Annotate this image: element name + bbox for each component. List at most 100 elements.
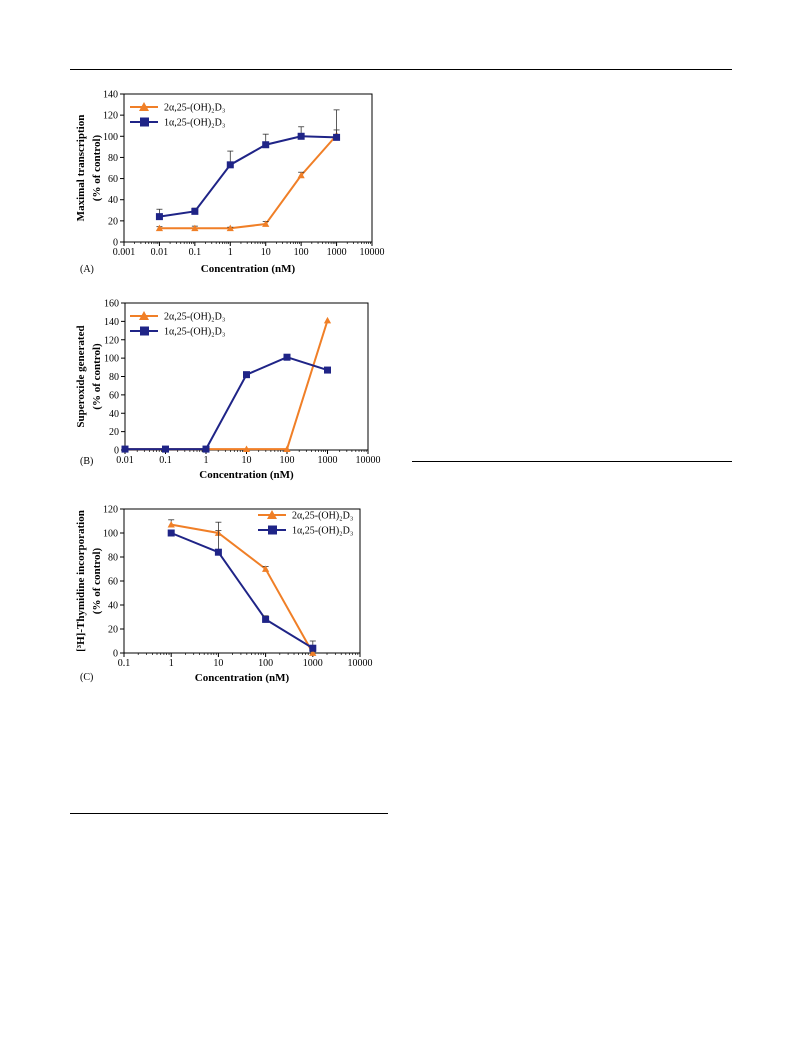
chart-c-x-tick-label: 0.1: [118, 658, 131, 669]
chart-c-y-tick-label: 100: [103, 529, 118, 540]
chart-b-y-axis-sublabel: (% of control): [91, 343, 103, 410]
chart-c-y-tick-label: 60: [108, 577, 118, 588]
chart-b-y-tick-label: 80: [109, 372, 119, 383]
chart-b-series-1-line: [125, 356, 328, 451]
chart-b-x-tick-label: 10: [242, 455, 252, 466]
chart-a-legend-label: 1α,25-(OH)₂D₃: [164, 118, 225, 129]
chart-a-x-tick-label: 0.1: [189, 247, 202, 258]
chart-b-x-tick-label: 0.1: [159, 455, 172, 466]
chart-b-x-tick-label: 0.01: [116, 455, 134, 466]
chart-a-series-1-point: [191, 207, 199, 215]
chart-c-series-0-point: [167, 521, 175, 528]
chart-b-y-tick-label: 120: [104, 335, 119, 346]
chart-b-series-1-point: [202, 445, 210, 453]
chart-b-y-tick-label: 160: [104, 299, 119, 310]
chart-a-y-axis-label: Maximal transcription: [75, 115, 87, 222]
chart-c-legend-label: 1α,25-(OH)₂D₃: [292, 526, 353, 537]
chart-b-series-0-point: [323, 316, 332, 324]
chart-a-legend-marker: [140, 117, 149, 127]
chart-b-y-axis-label: Superoxide generated: [75, 325, 87, 427]
chart-a-series-0-point: [191, 224, 199, 232]
chart-b-y-tick-label: 100: [104, 354, 119, 365]
chart-a-y-tick-label: 120: [103, 111, 118, 122]
chart-a-y-tick-label: 80: [108, 153, 118, 164]
chart-b-y-tick-label: 40: [109, 409, 119, 420]
chart-b-y-tick-label: 140: [104, 317, 119, 328]
chart-a: 0 20 40 60 80 100 120 140 0.001 0.01 0.1 1 10 100 1000…: [75, 90, 385, 276]
chart-a-y-tick-label: 0: [113, 238, 118, 249]
chart-b-legend-label: 2α,25-(OH)₂D₃: [164, 312, 225, 323]
chart-a-series-0-point: [226, 224, 234, 232]
chart-c-y-axis-label: [³H]-Thymidine incorporation: [75, 510, 87, 652]
chart-b-y-tick-label: 60: [109, 390, 119, 401]
chart-b-panel-label: (B): [80, 456, 93, 467]
chart-b-series-0-line: [125, 320, 329, 451]
chart-b-legend-label: 1α,25-(OH)₂D₃: [164, 327, 225, 338]
chart-a-series-1-point: [333, 133, 341, 141]
chart-a-series-0-point: [262, 220, 270, 227]
chart-a-legend-marker: [139, 102, 149, 111]
chart-b-x-tick-label: 100: [280, 455, 295, 466]
chart-a-y-tick-label: 40: [108, 195, 118, 206]
chart-a-series-0-point: [155, 224, 164, 232]
chart-b-series-1-point: [121, 445, 129, 453]
chart-b-y-tick-label: 0: [114, 446, 119, 457]
chart-c-series-0-line: [171, 523, 314, 654]
top-rule: [70, 69, 732, 70]
chart-a-y-tick-label: 140: [103, 90, 118, 101]
chart-a-series-0-point: [297, 171, 305, 179]
chart-b-legend-marker: [140, 326, 149, 336]
chart-a-legend-label: 2α,25-(OH)₂D₃: [164, 103, 225, 114]
chart-a-x-axis-label: Concentration (nM): [201, 263, 296, 275]
chart-a-x-tick-label: 1: [228, 247, 233, 258]
chart-c-series-1-point: [167, 529, 175, 537]
chart-c-x-tick-label: 1000: [303, 658, 323, 669]
left-column-rule: [70, 813, 388, 814]
chart-c-y-tick-label: 80: [108, 553, 118, 564]
chart-b-series-0-point: [242, 445, 251, 452]
chart-a-x-tick-label: 0.01: [151, 247, 169, 258]
right-column-rule: [412, 461, 732, 462]
chart-b-series-1-point: [243, 371, 250, 379]
chart-c-series-1-line: [170, 532, 314, 650]
chart-b-series-1-point: [324, 366, 331, 374]
chart-a-x-tick-label: 10: [261, 247, 271, 258]
chart-c-x-tick-label: 10: [213, 658, 223, 669]
chart-c-legend-marker: [268, 525, 277, 535]
chart-c-y-tick-label: 20: [108, 625, 118, 636]
chart-a-x-tick-label: 100: [294, 247, 309, 258]
chart-c-y-tick-label: 40: [108, 601, 118, 612]
chart-c-legend-marker: [267, 510, 277, 519]
chart-c-legend-label: 2α,25-(OH)₂D₃: [292, 511, 353, 522]
chart-c-panel-label: (C): [80, 672, 93, 683]
chart-c-y-tick-label: 120: [103, 505, 118, 516]
chart-c-series-1-point: [309, 644, 317, 652]
chart-c-x-axis-label: Concentration (nM): [195, 672, 290, 684]
chart-a-series-1-point: [297, 132, 305, 140]
chart-b: 0 20 40 60 80 100 120 140 160 0.01 0.1 1 10 100 1000 10…: [75, 299, 381, 482]
chart-b-x-axis-label: Concentration (nM): [199, 469, 294, 481]
chart-a-series-1-point: [262, 141, 270, 149]
chart-b-series-1-point: [162, 445, 169, 453]
chart-a-series-0-line: [159, 134, 338, 230]
chart-b-x-tick-label: 10000: [356, 455, 381, 466]
chart-c-series-1-point: [214, 548, 222, 556]
chart-c-x-tick-label: 10000: [348, 658, 373, 669]
chart-b-series-1-point: [283, 353, 291, 361]
chart-a-series-1-point: [155, 213, 163, 221]
chart-c-series-0-point: [262, 565, 270, 572]
chart-a-panel-label: (A): [80, 264, 94, 275]
chart-a-series-1-line: [159, 135, 337, 218]
chart-b-x-tick-label: 1000: [318, 455, 338, 466]
chart-b-series-0-point: [283, 445, 291, 452]
chart-c-x-tick-label: 100: [258, 658, 273, 669]
chart-a-y-tick-label: 60: [108, 174, 118, 185]
chart-a-x-tick-label: 0.001: [113, 247, 136, 258]
chart-a-y-axis-sublabel: (% of control): [91, 134, 103, 201]
chart-a-y-tick-label: 20: [108, 216, 118, 227]
chart-b-x-tick-label: 1: [204, 455, 209, 466]
chart-a-x-tick-label: 1000: [327, 247, 347, 258]
chart-c-series-1-point: [262, 615, 270, 623]
chart-b-y-tick-label: 20: [109, 427, 119, 438]
chart-c-y-tick-label: 0: [113, 649, 118, 660]
